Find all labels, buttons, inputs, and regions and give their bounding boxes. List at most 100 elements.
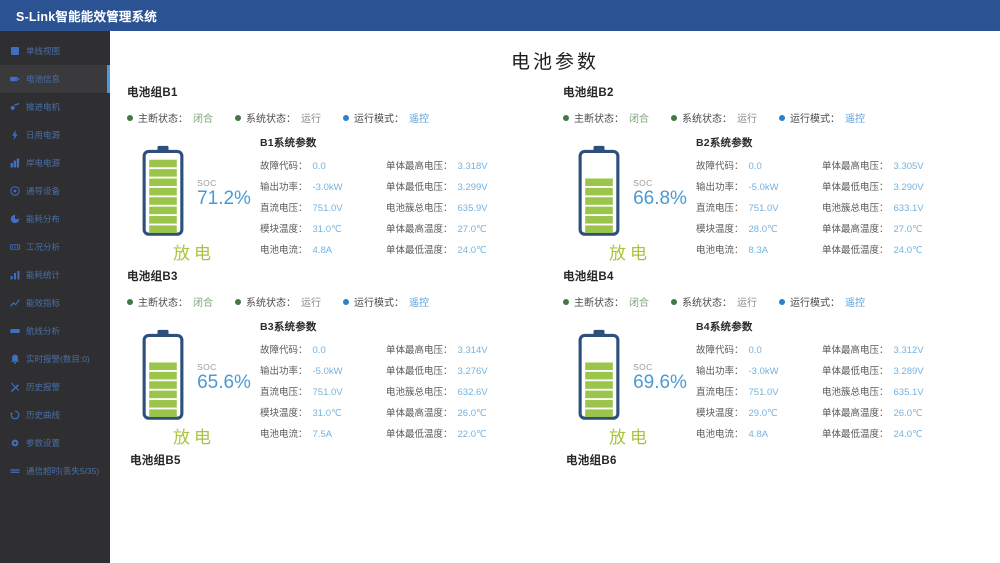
sidebar-item-12[interactable]: 实时报警(数目:0) (0, 345, 110, 373)
param-row-cell-max-voltage: 单体最高电压： 3.305V (822, 158, 974, 172)
soc-caption: SOC (633, 178, 653, 189)
pack-title: 电池组B3 (127, 271, 178, 283)
param-label: 故障代码： (260, 161, 308, 172)
param-value: 26.0℃ (457, 408, 487, 419)
param-label: 电池簇总电压： (822, 203, 889, 214)
battery-gauge-block: SOC 71.2% 放电 (128, 131, 260, 264)
param-row-dc-voltage: 直流电压： 751.0V (696, 200, 808, 214)
sidebar-item-label: 日用电源 (26, 129, 61, 140)
efficiency-index-icon (9, 298, 20, 309)
param-value: 4.8A (748, 429, 769, 440)
pack-title: 电池组B4 (563, 271, 614, 283)
param-column-left: 故障代码： 0.0 输出功率： -5.0kW 直流电压： 751.0V 模块温度： 31.0℃… (260, 342, 372, 440)
param-value: 3.290V (893, 182, 924, 193)
sidebar-item-15[interactable]: 参数设置 (0, 429, 110, 457)
param-value: 751.0V (312, 387, 343, 398)
sidebar-item-label: 电池信息 (26, 73, 61, 84)
param-value: 3.305V (893, 161, 924, 172)
param-label: 单体最低温度： (386, 245, 453, 256)
param-label: 输出功率： (260, 366, 308, 377)
param-value: 0.0 (312, 345, 326, 356)
sidebar-item-3[interactable]: 推进电机 (0, 93, 110, 121)
status-label: 系统状态： (246, 114, 296, 125)
battery-level-icon (137, 145, 189, 237)
param-row-battery-current: 电池电流： 8.3A (696, 242, 808, 256)
param-row-cell-min-temp: 单体最低温度： 22.0℃ (386, 426, 538, 440)
sidebar-item-8[interactable]: 工况分析 (0, 233, 110, 261)
param-row-output-power: 输出功率： -3.0kW (260, 179, 372, 193)
status-main-breaker: 主断状态： 闭合 (127, 110, 213, 125)
param-label: 单体最高电压： (822, 161, 889, 172)
sidebar-item-label: 能耗分布 (26, 213, 61, 224)
param-value: 7.5A (312, 429, 333, 440)
param-row-cell-min-voltage: 单体最低电压： 3.276V (386, 363, 538, 377)
param-label: 单体最低电压： (822, 182, 889, 193)
param-row-fault-code: 故障代码： 0.0 (696, 158, 808, 172)
sidebar-item-14[interactable]: 历史曲线 (0, 401, 110, 429)
status-run-mode: 运行模式： 遥控 (343, 294, 429, 309)
param-value: 31.0℃ (312, 224, 342, 235)
param-value: 3.299V (457, 182, 488, 193)
status-value: 运行 (737, 298, 757, 309)
param-value: 8.3A (748, 245, 769, 256)
sidebar-item-6[interactable]: 通导设备 (0, 177, 110, 205)
status-main-breaker: 主断状态： 闭合 (563, 294, 649, 309)
daily-power-icon (9, 130, 20, 141)
battery-pack-card: 电池组B2 主断状态： 闭合 系统状态： 运行 运行模式： 遥控 SOC 66.8% 放电 B2系统… (560, 84, 986, 268)
sidebar-item-1[interactable]: 单线视图 (0, 37, 110, 65)
status-main-breaker: 主断状态： 闭合 (127, 294, 213, 309)
status-dot-blue (343, 114, 349, 121)
sidebar-item-16[interactable]: 通信超时(丢失5/35) (0, 457, 110, 485)
param-column-right: 单体最高电压： 3.314V 单体最低电压： 3.276V 电池簇总电压： 632.6V 单… (386, 342, 538, 440)
param-column-right: 单体最高电压： 3.318V 单体最低电压： 3.299V 电池簇总电压： 635.9V 单… (386, 158, 538, 256)
status-value: 遥控 (845, 298, 865, 309)
battery-level-icon (573, 329, 625, 421)
pack-status-row: 主断状态： 闭合 系统状态： 运行 运行模式： 遥控 (127, 110, 550, 125)
param-row-fault-code: 故障代码： 0.0 (696, 342, 808, 356)
status-dot-green (235, 114, 241, 121)
sidebar-item-11[interactable]: 航线分析 (0, 317, 110, 345)
param-value: -3.0kW (312, 182, 343, 193)
status-value: 运行 (301, 114, 321, 125)
param-label: 单体最高电压： (386, 345, 453, 356)
status-value: 运行 (737, 114, 757, 125)
sidebar-item-4[interactable]: 日用电源 (0, 121, 110, 149)
sidebar-item-label: 实时报警(数目:0) (26, 353, 90, 364)
param-row-battery-current: 电池电流： 4.8A (260, 242, 372, 256)
soc-caption: SOC (633, 362, 653, 373)
status-label: 主断状态： (574, 298, 624, 309)
param-label: 直流电压： (260, 387, 308, 398)
param-row-cell-max-voltage: 单体最高电压： 3.314V (386, 342, 538, 356)
pack-title: 电池组B1 (127, 87, 178, 99)
soc-value: 71.2% (197, 188, 251, 210)
param-row-cell-min-voltage: 单体最低电压： 3.289V (822, 363, 974, 377)
status-label: 运行模式： (354, 298, 404, 309)
realtime-alarm-icon (9, 354, 20, 365)
param-label: 电池电流： (696, 429, 744, 440)
status-dot-green (127, 114, 133, 121)
battery-row: SOC 71.2% (137, 145, 251, 237)
battery-pack-card: 电池组B3 主断状态： 闭合 系统状态： 运行 运行模式： 遥控 SOC 65.6% 放电 B3系统… (124, 268, 550, 452)
propulsion-motor-icon (9, 102, 20, 113)
param-value: 3.289V (893, 366, 924, 377)
battery-gauge-block: SOC 65.6% 放电 (128, 315, 260, 448)
status-label: 运行模式： (790, 114, 840, 125)
battery-pack-card: 电池组B1 主断状态： 闭合 系统状态： 运行 运行模式： 遥控 SOC 71.2% 放电 B1系统… (124, 84, 550, 268)
status-main-breaker: 主断状态： 闭合 (563, 110, 649, 125)
sidebar-item-10[interactable]: 能效指标 (0, 289, 110, 317)
param-row-cell-min-voltage: 单体最低电压： 3.299V (386, 179, 538, 193)
pack-params: B1系统参数 故障代码： 0.0 输出功率： -3.0kW 直流电压： 751.0V 模块温度… (260, 131, 550, 256)
status-value: 闭合 (193, 114, 213, 125)
param-row-dc-voltage: 直流电压： 751.0V (260, 200, 372, 214)
sidebar-item-2[interactable]: 电池信息 (0, 65, 110, 93)
sidebar-item-5[interactable]: 岸电电源 (0, 149, 110, 177)
sidebar-item-9[interactable]: 能耗统计 (0, 261, 110, 289)
sidebar-item-13[interactable]: 历史报警 (0, 373, 110, 401)
param-label: 单体最高温度： (386, 224, 453, 235)
sidebar-item-7[interactable]: 能耗分布 (0, 205, 110, 233)
status-dot-blue (779, 114, 785, 121)
param-value: -5.0kW (748, 182, 779, 193)
status-label: 系统状态： (246, 298, 296, 309)
param-value: 635.9V (457, 203, 488, 214)
param-label: 单体最低电压： (822, 366, 889, 377)
